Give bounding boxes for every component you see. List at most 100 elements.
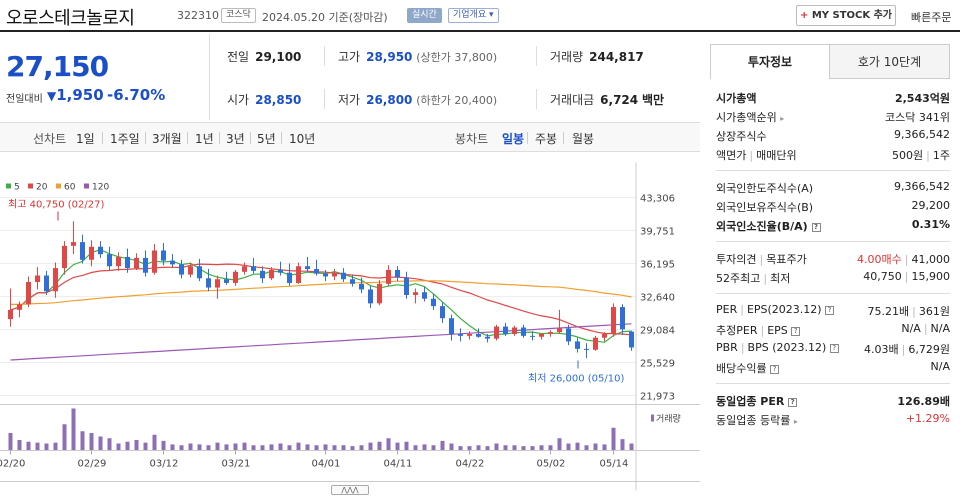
row-value: 0.31% (911, 218, 950, 231)
candle-weekly[interactable]: 주봉 (535, 132, 558, 146)
row-sector-rate[interactable]: 동일업종 등락률 ▸ +1.29% (716, 410, 950, 429)
candle-body (548, 332, 553, 334)
volume-bar (512, 445, 517, 451)
stat-value: 244,817 (589, 50, 644, 64)
row-value: N/A | N/A (901, 322, 950, 335)
candle-body (485, 336, 490, 339)
candle-body (494, 326, 499, 339)
candle-body (197, 266, 202, 279)
low-annotation: 최저 26,000 (05/10) (528, 373, 624, 385)
quick-order-link[interactable]: 빠른주문 (911, 11, 952, 24)
candle-body (98, 246, 103, 255)
arrow-right-icon: ▸ (780, 114, 785, 123)
stat-value: 29,100 (255, 50, 302, 64)
period-3y[interactable]: 3년 (226, 132, 245, 146)
candle-body (17, 304, 22, 310)
period-5y[interactable]: 5년 (257, 132, 276, 146)
row-label: PBR | BPS (2023.12) ? (716, 341, 839, 354)
live-badge[interactable]: 실시간 (407, 8, 442, 23)
period-10y[interactable]: 10년 (289, 132, 316, 146)
line-chart-label: 선차트 (33, 132, 67, 146)
volume-bar (296, 442, 301, 451)
row-pbr-bps: PBR | BPS (2023.12) ? 4.03배 | 6,729원 (716, 339, 950, 358)
stat-label: 고가 (338, 50, 361, 64)
candle-body (440, 306, 445, 319)
candle-body (44, 275, 49, 292)
candle-body (305, 266, 310, 270)
stat-open: 시가 28,850 (227, 91, 301, 108)
row-value: 500원 | 1주 (892, 149, 950, 162)
divider (716, 383, 950, 384)
candle-body (287, 272, 292, 283)
stat-high: 고가 28,950 (상한가 37,800) (338, 48, 497, 65)
row-label: 배당수익률 ? (716, 360, 780, 376)
candle-body (80, 242, 85, 260)
candle-body (206, 278, 211, 288)
candle-body (188, 266, 193, 275)
row-sector-per: 동일업종 PER ? 126.89배 (716, 391, 950, 410)
candle-body (512, 327, 517, 334)
row-dividend: 배당수익률 ? N/A (716, 358, 950, 377)
row-market-cap-rank[interactable]: 시가총액순위 ▸ 코스닥 341위 (716, 107, 950, 126)
help-icon: ? (770, 365, 780, 374)
row-foreign-ratio: 외국인소진율(B/A) ? 0.31% (716, 216, 950, 235)
candle-body (224, 279, 229, 283)
volume-bar (584, 445, 589, 451)
ma-legend-label: 120 (92, 183, 109, 193)
change-value: ▼1,950 (47, 86, 104, 104)
volume-bar (485, 446, 490, 451)
volume-bar (332, 445, 337, 451)
candle-body (431, 298, 436, 307)
volume-bar (260, 445, 265, 451)
divider (527, 132, 528, 144)
period-1d[interactable]: 1일 (76, 132, 95, 146)
volume-bar (152, 434, 157, 451)
candle-body (350, 279, 355, 284)
divider (281, 132, 282, 144)
volume-bar (278, 443, 283, 451)
volume-bar (26, 441, 31, 451)
ma-line-20 (10, 263, 632, 336)
candle-body (404, 277, 409, 296)
add-mystock-button[interactable]: + MY STOCK 추가 (796, 5, 896, 26)
candle-monthly[interactable]: 월봉 (572, 132, 595, 146)
volume-bar (440, 440, 445, 451)
divider (563, 132, 564, 144)
scroll-thumb[interactable]: ⋀⋀⋀ (331, 485, 369, 495)
candle-body (341, 272, 346, 280)
volume-bar (53, 442, 58, 451)
tab-investment-info[interactable]: 투자정보 (710, 44, 830, 79)
stat-sub: (하한가 20,400) (416, 94, 498, 107)
change-amount: 1,950 (56, 86, 104, 104)
volume-bar (476, 445, 481, 451)
period-1y[interactable]: 1년 (195, 132, 214, 146)
help-icon: ? (829, 344, 839, 353)
change-label: 전일대비 (6, 94, 43, 105)
price-chart[interactable]: 43,306 39,751 36,195 32,640 29,084 25,529 21,9… (0, 153, 700, 500)
candle-body (422, 292, 427, 299)
row-label: 52주최고 | 최저 (716, 272, 791, 285)
row-label: 상장주식수 (716, 130, 767, 143)
candle-daily[interactable]: 일봉 (502, 132, 525, 146)
divider (324, 46, 325, 66)
period-1w[interactable]: 1주일 (110, 132, 140, 146)
candle-body (368, 289, 373, 304)
company-info-button[interactable]: 기업개요 ▾ (448, 8, 499, 23)
arrow-right-icon: ▸ (793, 417, 798, 426)
tab-order-book[interactable]: 호가 10단계 (829, 44, 950, 79)
row-label: 시가총액 (716, 92, 757, 105)
volume-bar (566, 443, 571, 451)
stat-sub: (상한가 37,800) (416, 51, 498, 64)
period-3m[interactable]: 3개월 (152, 132, 182, 146)
volume-bar (629, 443, 634, 451)
volume-bar (89, 433, 94, 451)
y-tick-label: 21,973 (640, 392, 675, 403)
candle-body (593, 337, 598, 350)
stat-prev-close: 전일 29,100 (227, 48, 301, 65)
panel-tabs: 투자정보 호가 10단계 (710, 44, 950, 80)
candle-body (53, 268, 58, 292)
volume-bar (314, 445, 319, 451)
volume-bar (188, 443, 193, 451)
volume-bar (467, 446, 472, 451)
chart-scrollbar[interactable]: ⋀⋀⋀ (0, 481, 700, 500)
